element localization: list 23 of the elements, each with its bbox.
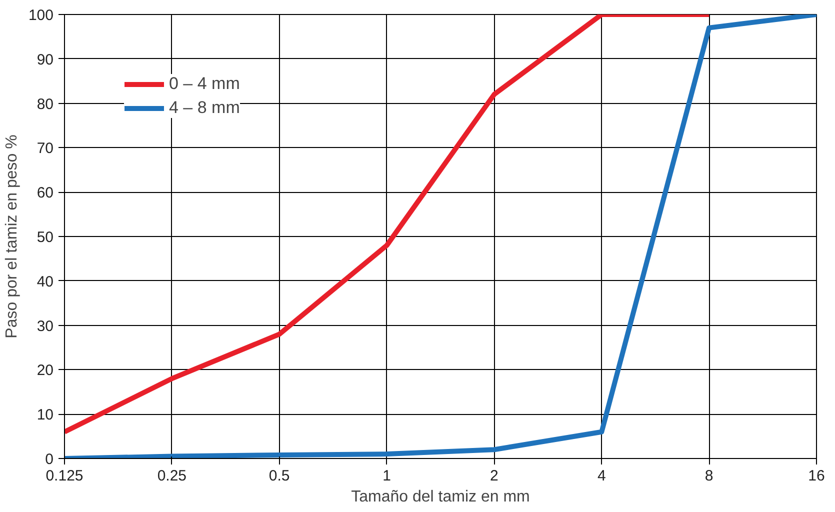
y-tick-label: 30 <box>36 318 54 335</box>
x-tick-label: 2 <box>490 468 498 484</box>
y-tick-label: 80 <box>36 96 54 113</box>
y-tick-label: 40 <box>36 273 54 290</box>
y-tick-label: 50 <box>36 229 54 246</box>
legend-label: 4 – 8 mm <box>169 98 240 118</box>
y-axis-title: Paso por el tamiz en peso % <box>3 134 20 338</box>
y-tick-label: 60 <box>36 184 54 202</box>
y-tick-label: 100 <box>28 7 54 24</box>
x-tick-label: 16 <box>808 468 825 484</box>
x-axis-title: Tamaño del tamiz en mm <box>351 488 530 506</box>
x-tick-label: 4 <box>597 468 606 484</box>
x-tick-label: 1 <box>382 468 391 484</box>
y-tick-label: 0 <box>45 451 54 468</box>
x-tick-label: 0.25 <box>157 468 187 484</box>
x-tick-label: 0.5 <box>268 468 290 484</box>
y-tick-label: 70 <box>36 140 54 158</box>
y-tick-label: 90 <box>36 51 54 68</box>
y-tick-label: 20 <box>36 362 54 380</box>
y-tick-label: 10 <box>36 406 54 424</box>
x-tick-label: 8 <box>704 468 714 484</box>
legend-label: 0 – 4 mm <box>169 74 240 94</box>
x-tick-label: 0.125 <box>46 468 84 484</box>
